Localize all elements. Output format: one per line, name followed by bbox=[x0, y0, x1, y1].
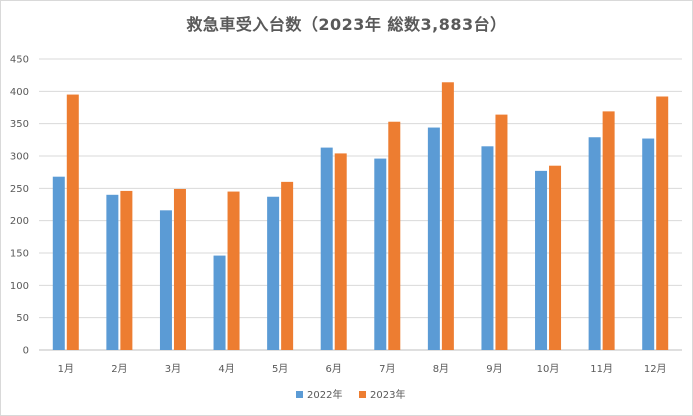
bar-series-1 bbox=[106, 194, 119, 350]
x-tick-label: 4月 bbox=[218, 363, 234, 375]
x-tick-label: 8月 bbox=[433, 363, 449, 375]
bar-series-1 bbox=[159, 210, 172, 350]
bar-series-2 bbox=[441, 82, 454, 350]
y-tick-label: 100 bbox=[10, 281, 29, 292]
bar-series-2 bbox=[388, 121, 401, 350]
bar-series-1 bbox=[588, 137, 601, 350]
legend-swatch bbox=[359, 391, 366, 398]
x-tick-label: 2月 bbox=[111, 363, 127, 375]
bar-series-1 bbox=[267, 196, 280, 350]
bar-series-2 bbox=[173, 188, 186, 350]
bar-series-1 bbox=[481, 146, 494, 350]
bar-series-2 bbox=[602, 111, 615, 350]
x-tick-label: 6月 bbox=[326, 363, 342, 375]
bar-series-2 bbox=[495, 114, 508, 350]
bar-series-2 bbox=[120, 190, 133, 350]
bar-series-2 bbox=[66, 94, 79, 350]
bar-series-2 bbox=[656, 96, 669, 350]
x-tick-label: 5月 bbox=[272, 363, 288, 375]
x-tick-label: 9月 bbox=[486, 363, 502, 375]
y-tick-label: 0 bbox=[23, 346, 29, 357]
x-tick-label: 1月 bbox=[58, 363, 74, 375]
bar-series-1 bbox=[427, 127, 440, 351]
bar-series-1 bbox=[213, 255, 226, 350]
y-tick-label: 200 bbox=[10, 216, 29, 227]
bar-series-2 bbox=[334, 153, 347, 350]
legend-label: 2023年 bbox=[370, 388, 405, 401]
bar-series-2 bbox=[281, 181, 294, 350]
legend-label: 2022年 bbox=[307, 388, 342, 401]
legend-swatch bbox=[296, 391, 303, 398]
y-tick-label: 150 bbox=[10, 249, 29, 260]
y-tick-label: 300 bbox=[10, 152, 29, 163]
bar-series-1 bbox=[535, 170, 548, 350]
bar-series-2 bbox=[227, 191, 240, 350]
x-tick-label: 10月 bbox=[537, 363, 560, 375]
y-tick-label: 50 bbox=[16, 313, 29, 324]
bar-series-1 bbox=[642, 138, 655, 350]
y-tick-label: 350 bbox=[10, 119, 29, 130]
x-tick-label: 7月 bbox=[379, 363, 395, 375]
y-tick-label: 400 bbox=[10, 87, 29, 98]
bar-series-2 bbox=[549, 165, 562, 350]
x-tick-label: 11月 bbox=[590, 363, 613, 375]
y-tick-label: 250 bbox=[10, 184, 29, 195]
x-tick-label: 3月 bbox=[165, 363, 181, 375]
bar-series-1 bbox=[374, 158, 387, 350]
x-tick-label: 12月 bbox=[644, 363, 667, 375]
chart-title: 救急車受入台数（2023年 総数3,883台） bbox=[186, 15, 507, 34]
bar-series-1 bbox=[320, 147, 333, 350]
y-tick-label: 450 bbox=[10, 55, 29, 66]
bar-series-1 bbox=[52, 176, 65, 350]
